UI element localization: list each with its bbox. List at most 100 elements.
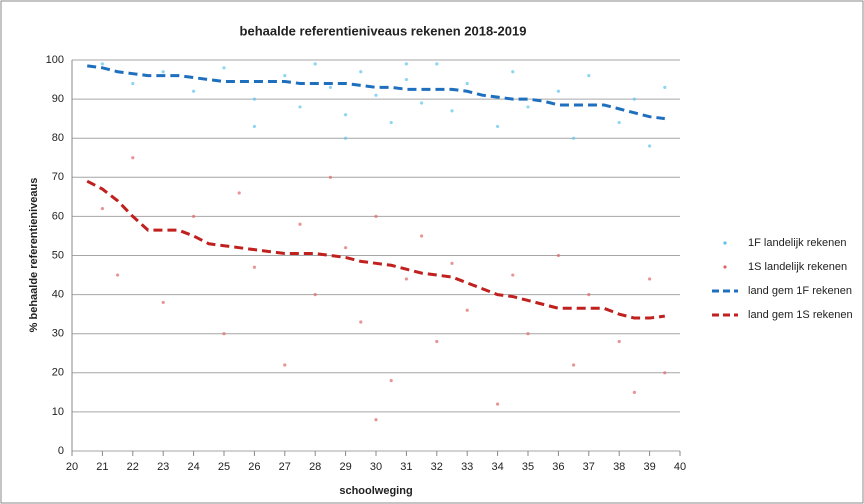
x-tick-label: 35 bbox=[522, 461, 534, 473]
scatter-point bbox=[648, 144, 652, 148]
scatter-point bbox=[389, 120, 393, 125]
scatter-point bbox=[420, 101, 424, 105]
x-tick-label: 37 bbox=[583, 461, 595, 473]
scatter-point bbox=[252, 97, 256, 101]
scatter-point bbox=[632, 97, 637, 101]
scatter-point bbox=[663, 85, 667, 89]
scatter-point bbox=[328, 175, 332, 179]
scatter-point bbox=[632, 390, 637, 394]
y-tick-label: 10 bbox=[52, 406, 64, 418]
scatter-point bbox=[404, 62, 408, 66]
x-tick-label: 38 bbox=[613, 461, 625, 473]
y-tick-label: 80 bbox=[52, 132, 64, 144]
scatter-point bbox=[556, 253, 561, 258]
scatter-point bbox=[298, 222, 302, 226]
scatter-point bbox=[192, 89, 196, 93]
x-tick-label: 23 bbox=[157, 461, 169, 473]
legend-label: land gem 1F rekenen bbox=[748, 285, 852, 297]
scatter-point bbox=[496, 124, 500, 129]
scatter-point bbox=[237, 191, 241, 195]
scatter-point bbox=[374, 93, 378, 97]
scatter-point bbox=[313, 62, 317, 66]
scatter-point bbox=[420, 234, 424, 238]
x-tick-label: 28 bbox=[309, 461, 321, 473]
scatter-point bbox=[526, 332, 530, 336]
trend-line bbox=[86, 179, 665, 320]
scatter-point bbox=[648, 277, 652, 281]
legend-label: land gem 1S rekenen bbox=[748, 309, 853, 321]
scatter-point bbox=[344, 113, 348, 117]
x-tick-label: 29 bbox=[339, 461, 351, 473]
scatter-point bbox=[298, 105, 302, 109]
y-axis-title: % behaalde referentieniveaus bbox=[28, 178, 40, 333]
scatter-point bbox=[161, 300, 165, 305]
scatter-point bbox=[252, 124, 256, 129]
scatter-point bbox=[344, 136, 348, 140]
y-tick-label: 30 bbox=[52, 328, 64, 340]
scatter-point bbox=[283, 74, 287, 78]
scatter-point bbox=[252, 265, 256, 269]
scatter-point bbox=[116, 273, 120, 277]
scatter-point bbox=[526, 105, 530, 109]
scatter-point bbox=[100, 206, 104, 211]
scatter-point bbox=[283, 363, 287, 367]
scatter-point bbox=[131, 156, 135, 160]
x-tick-label: 36 bbox=[552, 461, 564, 473]
scatter-point bbox=[450, 109, 454, 113]
scatter-point bbox=[511, 273, 515, 277]
legend-marker bbox=[723, 265, 727, 269]
scatter-point bbox=[404, 77, 408, 82]
scatter-point bbox=[496, 402, 500, 406]
scatter-point bbox=[587, 293, 591, 297]
scatter-point bbox=[663, 371, 667, 375]
legend-label: 1F landelijk rekenen bbox=[748, 237, 846, 249]
y-tick-label: 0 bbox=[58, 445, 64, 457]
scatter-point bbox=[131, 81, 135, 86]
scatter-point bbox=[374, 418, 378, 422]
y-tick-label: 70 bbox=[52, 171, 64, 183]
scatter-point bbox=[344, 246, 348, 250]
x-tick-label: 27 bbox=[279, 461, 291, 473]
trend-line bbox=[87, 64, 665, 121]
scatter-point bbox=[313, 293, 317, 297]
x-tick-label: 33 bbox=[461, 461, 473, 473]
x-tick-label: 21 bbox=[96, 461, 108, 473]
scatter-point bbox=[222, 332, 226, 336]
legend-marker bbox=[723, 241, 727, 245]
y-tick-label: 60 bbox=[52, 210, 64, 222]
scatter-point bbox=[192, 214, 196, 218]
scatter-point bbox=[572, 136, 576, 140]
y-tick-label: 100 bbox=[46, 54, 64, 66]
scatter-point bbox=[450, 261, 454, 265]
scatter-point bbox=[359, 70, 363, 74]
scatter-point bbox=[404, 277, 408, 281]
x-tick-label: 26 bbox=[248, 461, 260, 473]
chart-title: behaalde referentieniveaus rekenen 2018-… bbox=[240, 23, 527, 38]
x-tick-label: 39 bbox=[643, 461, 655, 473]
x-tick-label: 25 bbox=[218, 461, 230, 473]
scatter-point bbox=[161, 70, 165, 74]
y-tick-label: 90 bbox=[52, 93, 64, 105]
y-tick-label: 20 bbox=[52, 367, 64, 379]
scatter-point bbox=[617, 339, 621, 344]
x-tick-label: 40 bbox=[674, 461, 686, 473]
x-tick-label: 30 bbox=[370, 461, 382, 473]
scatter-point bbox=[572, 363, 576, 367]
scatter-point bbox=[435, 62, 439, 66]
x-axis-title: schoolweging bbox=[339, 485, 412, 497]
y-tick-label: 40 bbox=[52, 289, 64, 301]
y-tick-label: 50 bbox=[52, 249, 64, 261]
legend-label: 1S landelijk rekenen bbox=[748, 261, 847, 273]
scatter-point bbox=[435, 339, 439, 344]
scatter-point bbox=[465, 308, 469, 312]
scatter-point bbox=[100, 62, 104, 66]
scatter-point bbox=[389, 379, 393, 383]
x-tick-label: 22 bbox=[127, 461, 139, 473]
scatter-point bbox=[465, 81, 469, 86]
scatter-point bbox=[222, 66, 226, 70]
x-tick-label: 20 bbox=[66, 461, 78, 473]
scatter-point bbox=[374, 214, 378, 218]
